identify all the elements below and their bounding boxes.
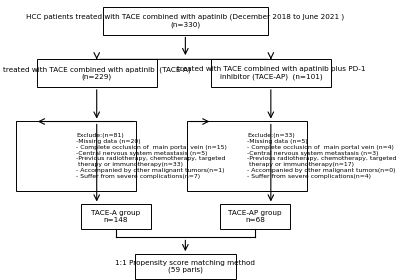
Text: treated with TACE combined with apatinib plus PD-1
inhibitor (TACE-AP)  (n=101): treated with TACE combined with apatinib…: [176, 66, 365, 80]
FancyBboxPatch shape: [220, 204, 290, 229]
Text: TACE-A group
n=148: TACE-A group n=148: [91, 210, 140, 223]
FancyBboxPatch shape: [81, 204, 150, 229]
Text: HCC patients treated with TACE combined with apatinib (December 2018 to June 202: HCC patients treated with TACE combined …: [26, 14, 344, 28]
FancyBboxPatch shape: [16, 121, 136, 191]
Text: 1:1 Propensity score matching method
(59 paris): 1:1 Propensity score matching method (59…: [115, 260, 255, 273]
Text: treated with TACE combined with apatinib  (TACE-A)
(n=229): treated with TACE combined with apatinib…: [3, 66, 190, 80]
Text: Exclude:(n=81)
-Missing data (n=20)
- Complete occlusion of  main portal vein (n: Exclude:(n=81) -Missing data (n=20) - Co…: [76, 133, 227, 179]
FancyBboxPatch shape: [103, 7, 268, 34]
FancyBboxPatch shape: [187, 121, 307, 191]
FancyBboxPatch shape: [211, 59, 331, 87]
FancyBboxPatch shape: [36, 59, 157, 87]
Text: TACE-AP group
n=68: TACE-AP group n=68: [228, 210, 282, 223]
FancyBboxPatch shape: [135, 254, 236, 279]
Text: Exclude:(n=33)
-Missing data (n=5)
- Complete occlusion of  main portal vein (n=: Exclude:(n=33) -Missing data (n=5) - Com…: [247, 133, 396, 179]
